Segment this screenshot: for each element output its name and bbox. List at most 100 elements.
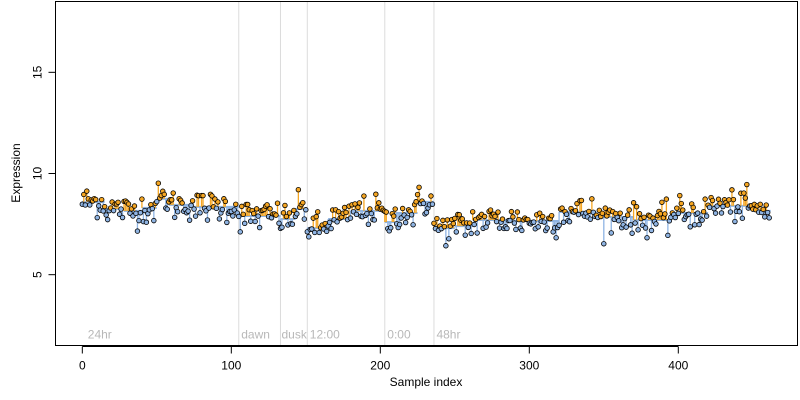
data-point [289,221,296,227]
data-point [373,191,379,197]
data-point [712,210,719,216]
data-point [216,216,223,222]
data-point [465,224,471,231]
data-point [315,209,321,215]
y-tick-label: 10 [31,167,45,181]
data-point [169,197,175,203]
region-label: 24hr [88,328,112,342]
data-point [446,236,452,242]
data-point [347,215,354,221]
data-point [365,221,372,227]
data-point [544,225,550,231]
data-point [690,204,696,211]
data-point [279,224,285,231]
data-point [98,196,105,203]
data-point [247,218,254,224]
data-point [256,224,263,231]
data-point [586,208,592,215]
data-point [252,218,258,225]
data-point [540,213,546,220]
data-point [602,205,608,211]
data-point [253,206,260,212]
data-point [413,199,419,205]
data-point [468,230,474,237]
data-point [617,210,623,216]
data-point [171,214,178,221]
data-point [493,218,500,225]
region-boundaries [238,1,435,346]
data-point [471,221,477,228]
data-point [280,210,287,216]
data-point [291,207,297,214]
data-point [452,215,458,222]
data-point [149,205,156,212]
data-point [82,202,88,208]
data-point [677,192,683,199]
data-point [659,199,665,205]
data-point [687,224,693,230]
x-tick-label: 300 [519,359,539,373]
data-point [245,201,251,208]
data-point [700,209,707,215]
data-point [744,181,750,188]
data-point [416,184,422,191]
data-point [313,213,319,220]
data-point [636,211,643,217]
data-point [624,212,631,218]
data-point [179,200,185,206]
data-point [396,221,403,228]
data-point [222,198,229,205]
data-point [326,219,333,226]
data-point [757,201,763,207]
data-point [499,216,506,222]
data-points [79,180,772,249]
data-point [632,220,638,226]
data-point [368,210,375,217]
x-tick-label: 200 [370,359,390,373]
data-point [495,209,501,215]
data-point [513,226,519,233]
data-point [110,207,117,214]
data-point [727,209,734,215]
data-point [197,210,203,216]
data-point [578,197,585,204]
data-point [548,212,555,219]
data-point [94,214,100,221]
data-point [633,204,640,210]
data-point [161,191,167,198]
data-point [312,229,318,236]
data-point [456,212,462,218]
data-point [563,211,570,217]
data-point [116,211,123,217]
data-point [423,209,430,216]
data-point [702,196,708,202]
data-point [492,213,498,220]
data-point [665,232,671,239]
data-point [303,207,309,213]
data-point [300,200,306,206]
region-label: dusk [281,328,307,342]
data-point [371,217,378,223]
data-point [663,196,670,202]
data-point [709,197,716,204]
data-point [133,210,139,217]
data-point [219,206,226,213]
data-point [301,216,308,222]
data-point [736,209,743,215]
data-point [741,190,747,196]
data-point [316,229,322,236]
data-point [678,200,684,207]
data-point [420,200,427,207]
data-point [101,203,108,210]
data-point [653,221,659,227]
data-point [675,210,682,217]
data-point [164,206,170,212]
data-point [469,209,476,215]
data-point [608,230,614,236]
data-point [537,210,543,216]
data-point [717,200,723,206]
data-point [553,235,559,241]
data-point [206,205,212,211]
data-point [621,215,628,222]
data-point [572,208,579,214]
